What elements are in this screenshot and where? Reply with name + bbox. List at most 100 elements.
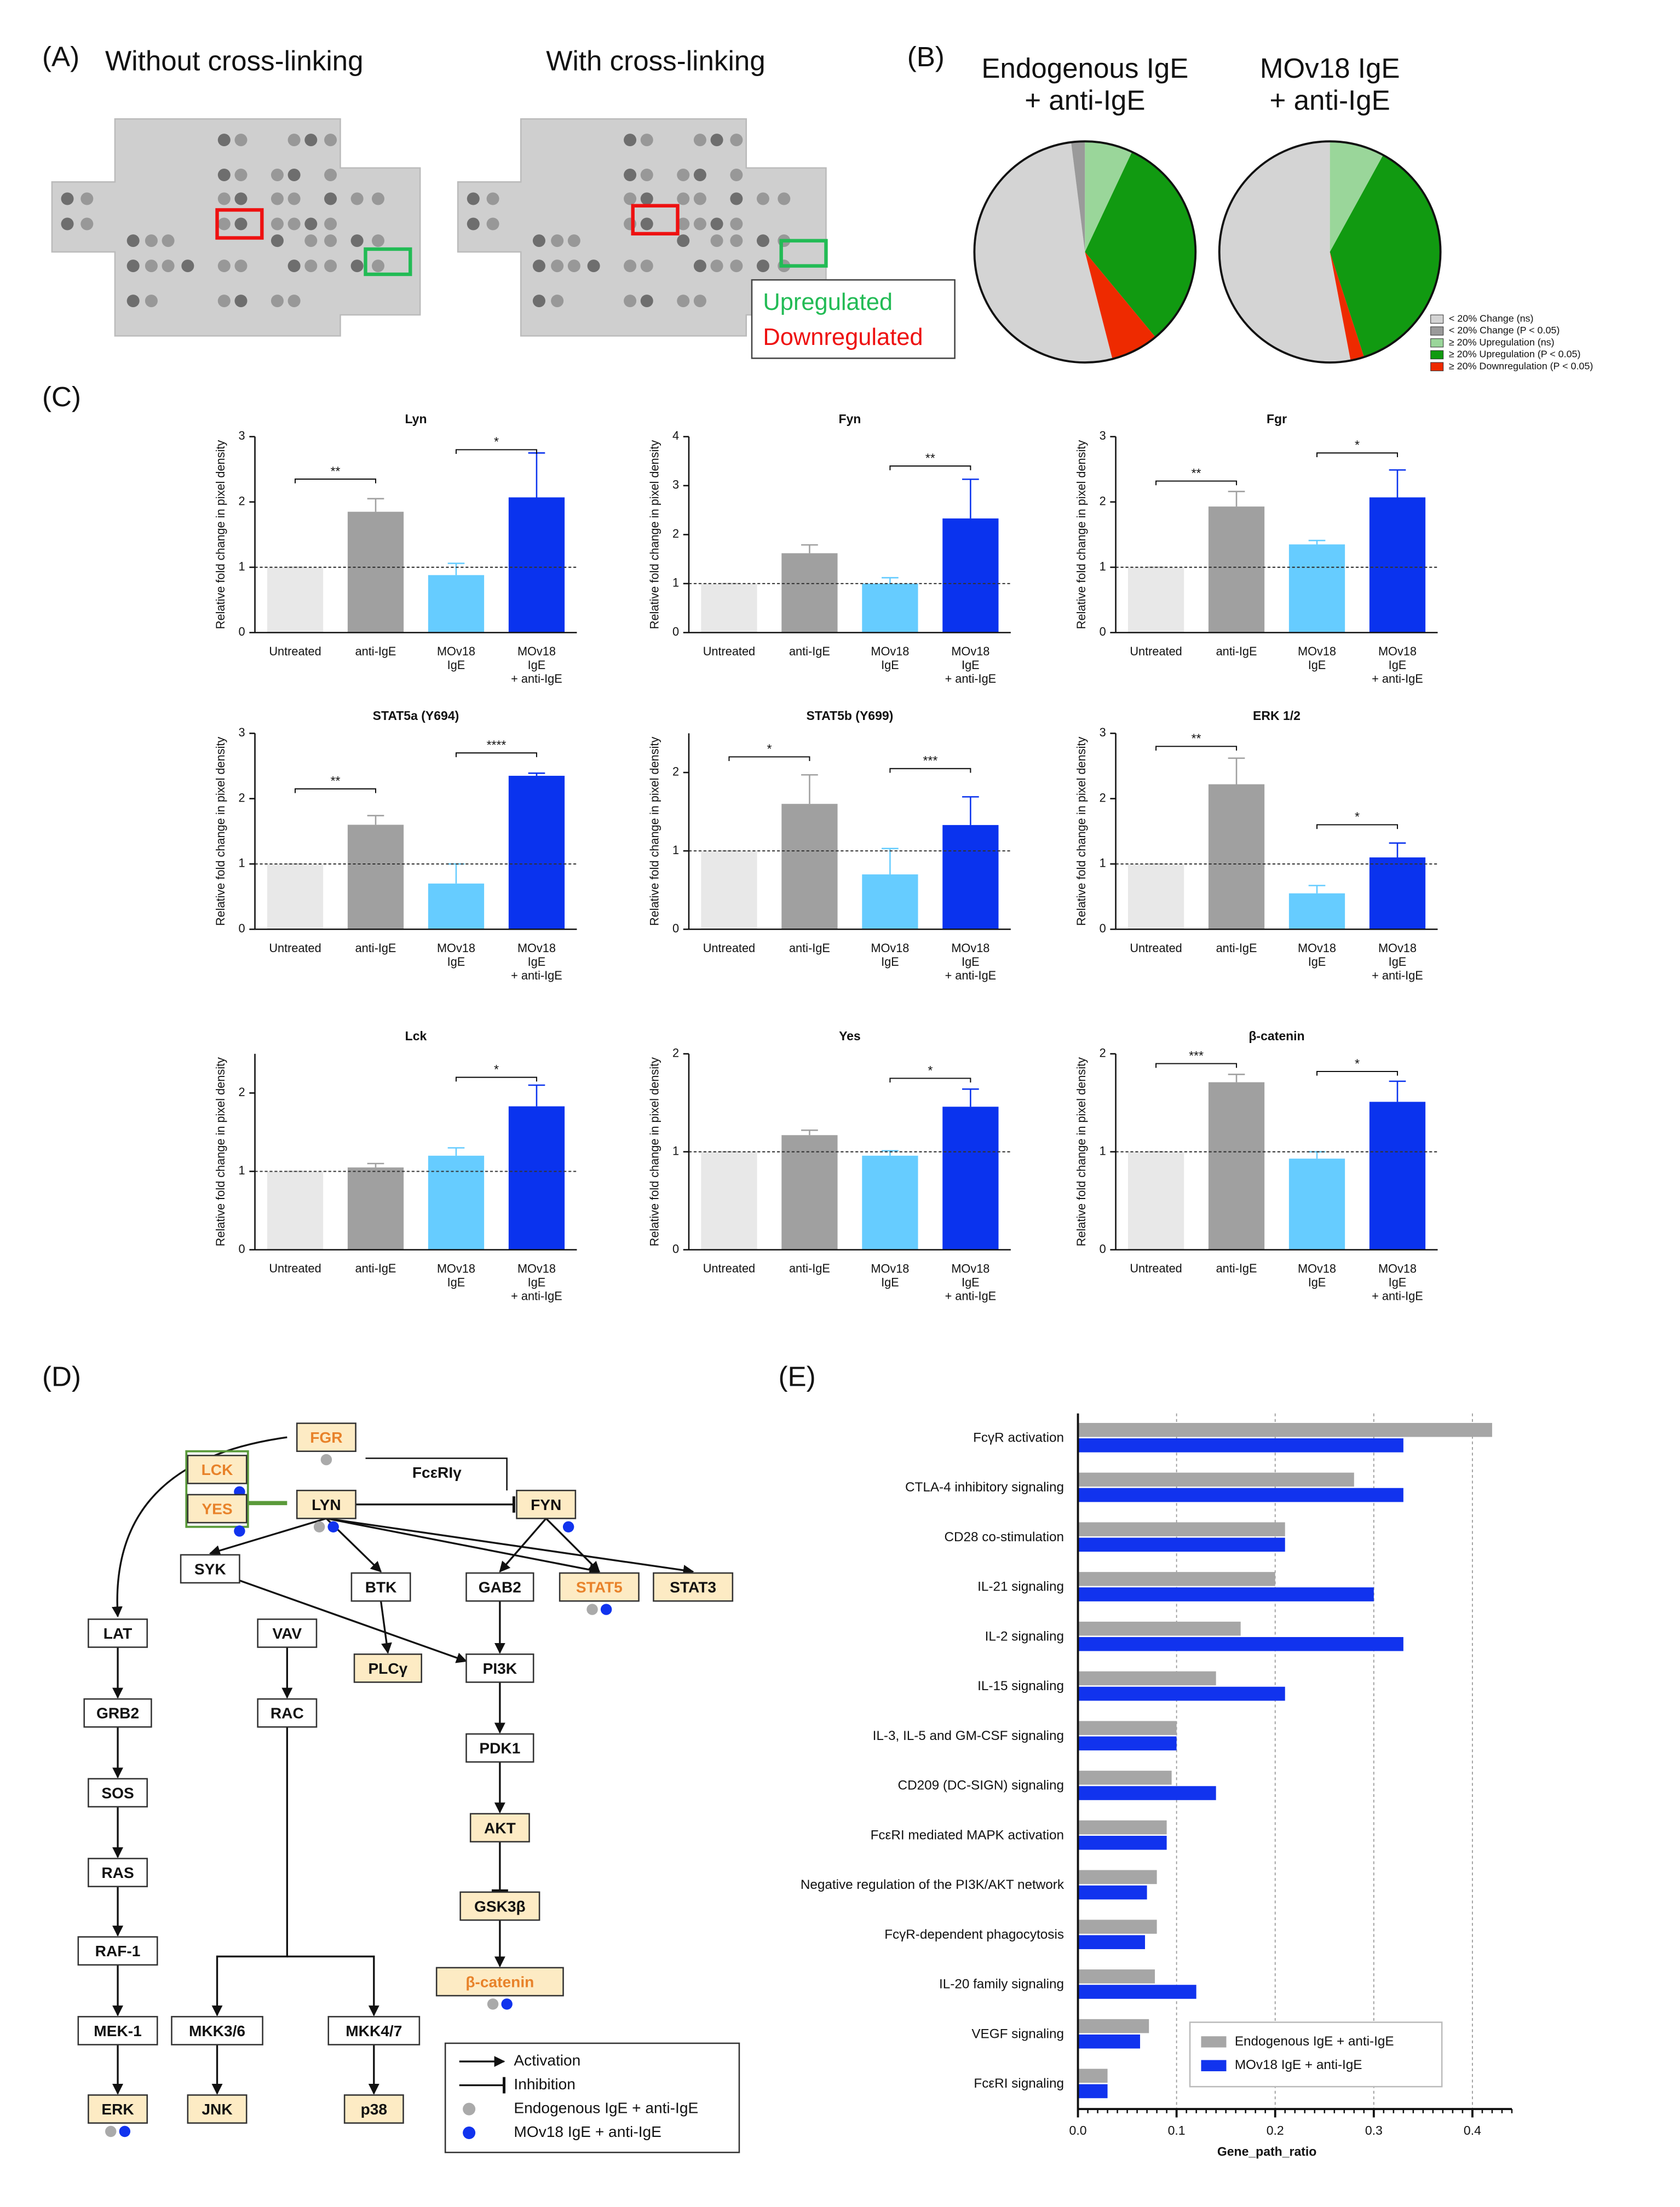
blot-spot [287, 169, 301, 182]
text-line: + anti-IgE [1025, 84, 1145, 116]
category-label: IL-20 family signaling [939, 1977, 1064, 1992]
blot-spot [640, 217, 653, 231]
y-tick-label: 2 [672, 1046, 679, 1059]
pie-slice [1330, 141, 1383, 252]
legend-swatch [1430, 350, 1444, 360]
bar [1078, 1587, 1374, 1601]
node-label: STAT3 [670, 1579, 716, 1596]
y-tick-label: 2 [239, 494, 245, 508]
x-tick-label: MOv18 IgE [871, 1261, 909, 1289]
x-tick-label: MOv18 IgE + anti-IgE [945, 644, 997, 685]
blot-spot [126, 295, 140, 308]
significance-bracket [455, 449, 537, 454]
category-label: FcγR activation [973, 1430, 1064, 1445]
condition-dot [501, 1998, 513, 2010]
blot-spot [693, 217, 706, 231]
y-tick-label: 0 [1100, 625, 1106, 638]
pathway-node [516, 1489, 577, 1519]
node-label: FGR [310, 1429, 342, 1446]
text-line: + anti-IgE [511, 672, 562, 685]
blot-legend-box [751, 279, 956, 359]
bar [1078, 1736, 1177, 1751]
error-bar [1389, 469, 1406, 498]
category-label: FcεRI mediated MAPK activation [871, 1828, 1064, 1842]
text-line: IgE [1308, 955, 1326, 969]
node-label: PDK1 [479, 1740, 520, 1757]
blot-spot [532, 260, 545, 273]
condition-dot [234, 1525, 245, 1537]
text-line: MOv18 [951, 644, 989, 658]
text-line: MOv18 [517, 644, 556, 658]
category-label: IL-3, IL-5 and GM-CSF signaling [873, 1728, 1064, 1743]
significance-bracket [1316, 1070, 1398, 1076]
chart-title: Fgr [1267, 412, 1287, 426]
y-tick-label: 1 [239, 1163, 245, 1177]
blot-spot [710, 217, 723, 231]
blot-spot [304, 134, 318, 147]
blot-spot [234, 134, 248, 147]
error-bar [367, 1162, 384, 1168]
blot-spot [551, 260, 564, 273]
blot-spot [693, 260, 706, 273]
text-line: MOv18 [871, 644, 909, 658]
legend-label: < 20% Change (P < 0.05) [1449, 325, 1560, 336]
y-tick-label: 1 [672, 843, 679, 857]
blot-spot [145, 234, 158, 247]
chart-title: Lck [405, 1029, 427, 1043]
bar [1078, 1885, 1147, 1900]
significance-label: ** [925, 451, 935, 465]
pathway-node [469, 1813, 530, 1843]
bar [1078, 1438, 1403, 1453]
bar [1078, 1969, 1155, 1984]
blot-spot [126, 260, 140, 273]
pie-slice [1085, 152, 1196, 337]
blot-spot [677, 217, 690, 231]
blot-spot [371, 260, 384, 273]
text-line: IgE [962, 1275, 980, 1289]
text-line: IgE [881, 955, 899, 969]
text-line: MOv18 IgE [1260, 52, 1400, 83]
blot-spot [730, 169, 743, 182]
text-line: MOv18 [517, 941, 556, 955]
bar [1369, 857, 1426, 930]
error-bar [528, 1084, 545, 1107]
x-tick-label: Untreated [703, 941, 755, 955]
bar [862, 1155, 918, 1250]
chart-title: STAT5a (Y694) [373, 708, 459, 723]
bar [428, 1155, 485, 1250]
legend-label: MOv18 IgE + anti-IgE [1235, 2058, 1362, 2072]
blot-spot [567, 234, 580, 247]
significance-label: ** [331, 464, 341, 478]
x-tick-label: 0.0 [1069, 2123, 1087, 2137]
error-bar [962, 796, 979, 825]
highlight-box [364, 247, 412, 276]
blot-spot [324, 134, 337, 147]
bar [1078, 2034, 1140, 2049]
bar [1078, 2084, 1108, 2099]
blot-spot [640, 260, 653, 273]
x-tick-label: MOv18 IgE [437, 941, 475, 969]
branch-edge [287, 1955, 379, 2016]
y-axis-label: Relative fold change in pixel density [214, 1057, 227, 1246]
blot-spot [693, 169, 706, 182]
bar [1208, 506, 1265, 633]
blot-spot [162, 234, 175, 247]
x-tick-label: MOv18 IgE [1298, 1261, 1336, 1289]
blot-spot [710, 260, 723, 273]
x-tick-label: 0.1 [1168, 2123, 1186, 2137]
error-bar [1389, 842, 1406, 858]
node-label: BTK [365, 1579, 397, 1596]
bar [1078, 2019, 1149, 2033]
error-bar [962, 1088, 979, 1107]
pathway-node [296, 1489, 356, 1519]
blot-spot [287, 260, 301, 273]
bar [1288, 1159, 1345, 1250]
y-tick-label: 3 [1100, 429, 1106, 442]
text-line: IgE [1308, 1275, 1326, 1289]
blot-spot [80, 217, 94, 231]
node-label: SYK [194, 1560, 226, 1577]
activation-edge [238, 1579, 468, 1663]
bar [267, 1171, 324, 1250]
category-label: IL-2 signaling [985, 1629, 1064, 1644]
